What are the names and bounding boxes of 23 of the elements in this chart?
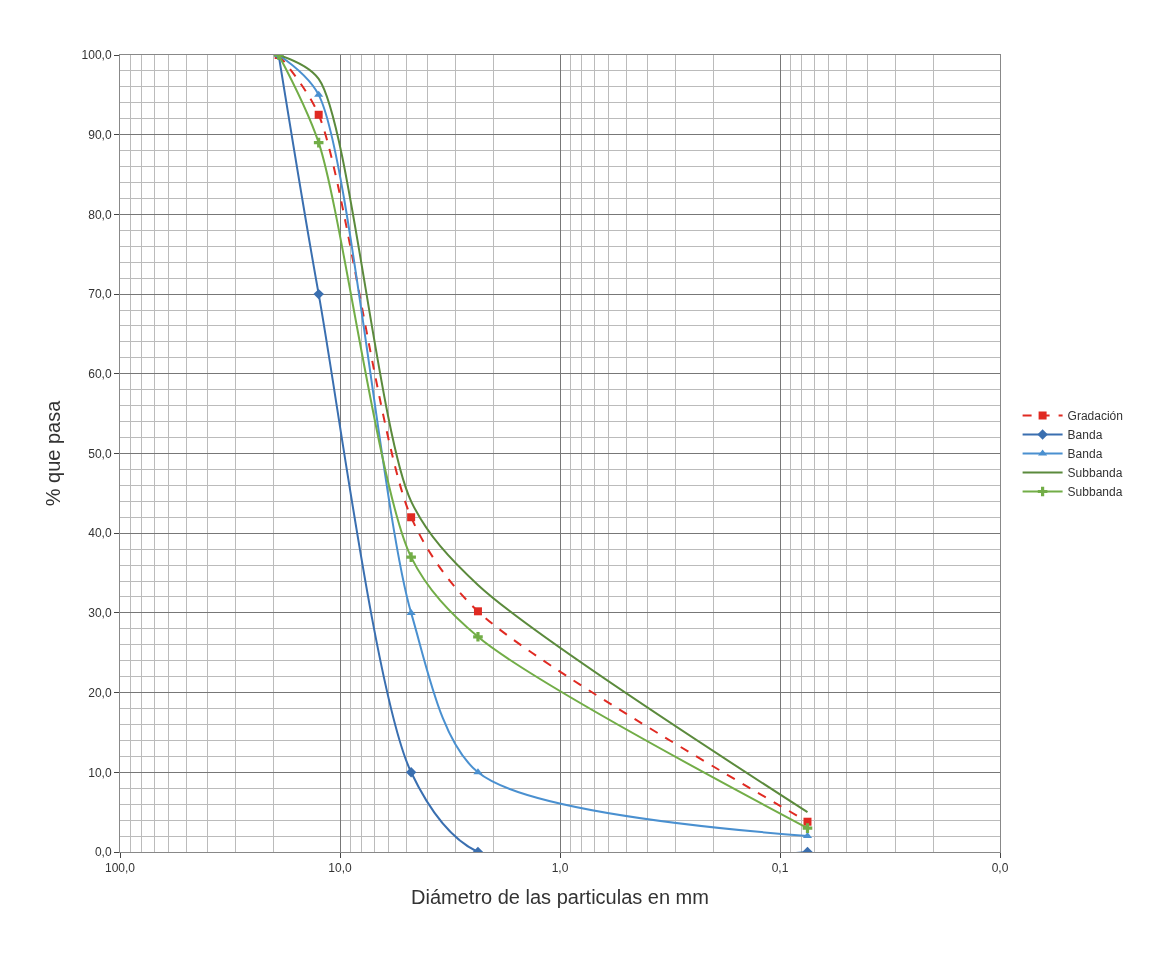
- x-tick-label: 0,0: [991, 861, 1009, 876]
- y-tick-label: 100,0: [81, 48, 112, 63]
- y-tick-label: 70,0: [88, 287, 112, 302]
- legend-label: Banda: [1067, 428, 1103, 443]
- legend-label: Banda: [1067, 447, 1103, 462]
- y-tick-label: 30,0: [88, 606, 112, 621]
- y-tick-label: 80,0: [88, 207, 112, 222]
- legend-label: Gradación: [1067, 409, 1123, 424]
- x-tick-label: 10,0: [328, 861, 352, 876]
- x-tick-label: 100,0: [104, 861, 136, 876]
- legend-label: Subbanda: [1067, 466, 1123, 481]
- x-tick-label: 0,1: [771, 861, 789, 876]
- y-axis-title: % que pasa: [42, 399, 65, 507]
- y-tick-label: 40,0: [88, 526, 112, 541]
- legend-label: Subbanda: [1067, 485, 1123, 500]
- x-axis-title: Diámetro de las particulas en mm: [411, 885, 709, 908]
- y-tick-label: 60,0: [88, 367, 112, 381]
- y-tick-label: 90,0: [88, 127, 112, 142]
- x-tick-label: 1,0: [551, 861, 569, 876]
- y-tick-label: 10,0: [88, 765, 112, 780]
- y-tick-label: 0,0: [94, 845, 112, 860]
- y-tick-label: 20,0: [88, 685, 112, 700]
- y-tick-label: 50,0: [88, 446, 112, 461]
